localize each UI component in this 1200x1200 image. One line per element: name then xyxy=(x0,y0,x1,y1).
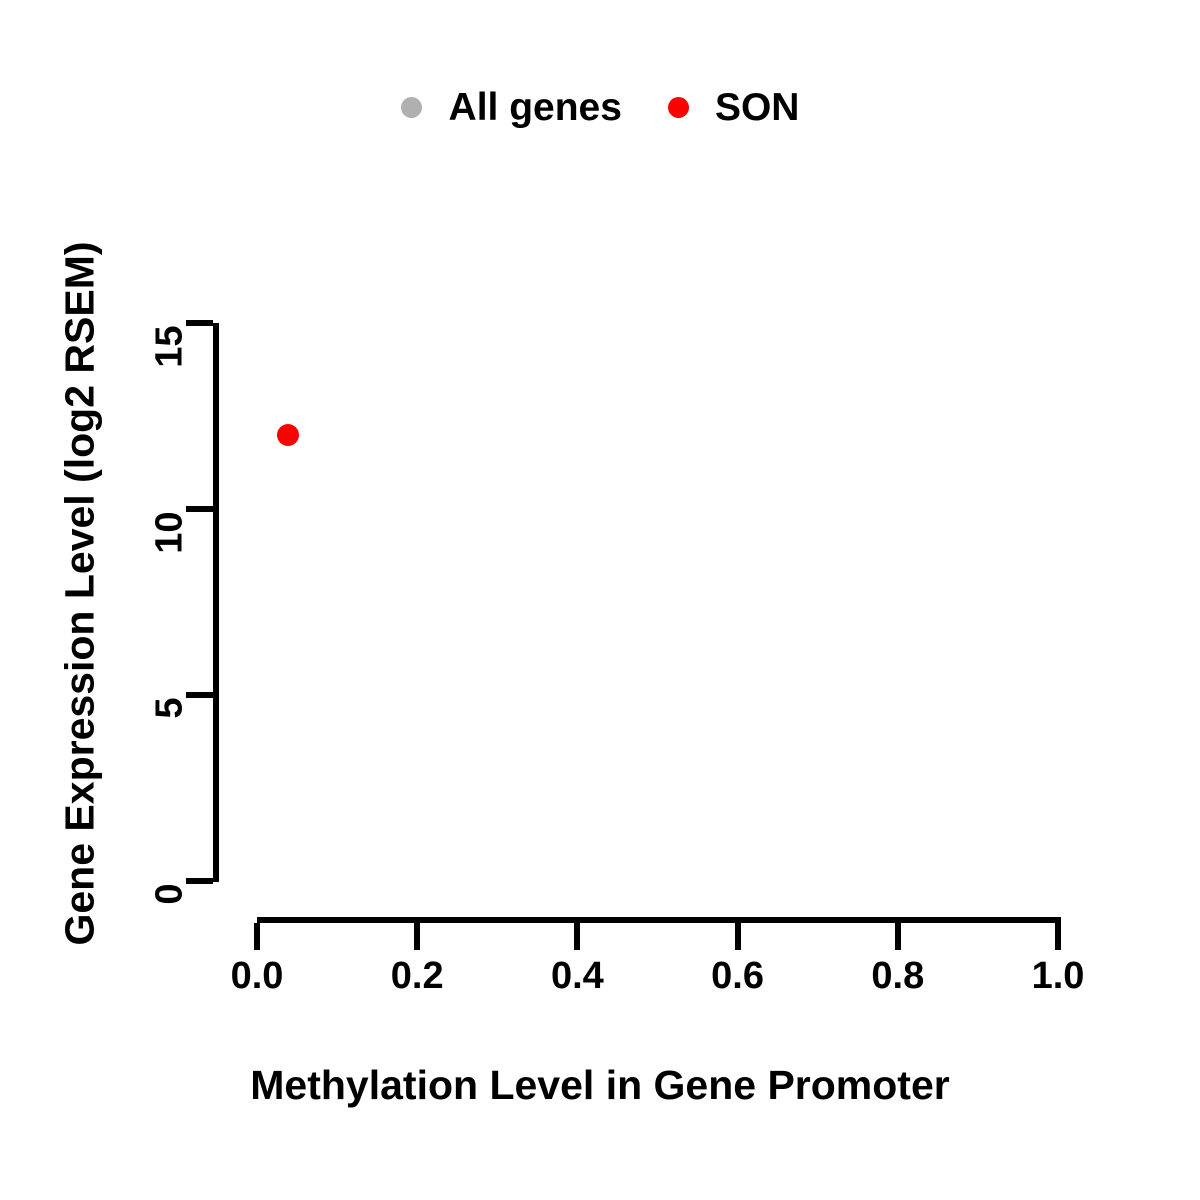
x-axis-tick-label: 0.4 xyxy=(550,955,604,997)
x-axis-tick-label: 0.8 xyxy=(871,955,925,997)
y-axis-title: Gene Expression Level (log2 RSEM) xyxy=(56,241,103,946)
x-axis-line xyxy=(257,917,1061,923)
y-axis-tick-label: 5 xyxy=(148,697,191,719)
x-axis-tick xyxy=(414,923,421,950)
x-axis-tick xyxy=(1055,923,1061,950)
x-axis-title: Methylation Level in Gene Promoter xyxy=(250,1062,950,1108)
x-axis-tick xyxy=(894,923,901,950)
x-axis-tick xyxy=(254,923,260,950)
y-axis-tick-label: 15 xyxy=(148,325,191,368)
y-axis-tick-label: 10 xyxy=(148,511,191,554)
x-axis-tick-label: 0.0 xyxy=(230,955,284,997)
x-axis-tick-label: 0.6 xyxy=(711,955,764,997)
y-axis-tick xyxy=(186,878,213,884)
x-axis-tick xyxy=(734,923,741,950)
y-axis-line xyxy=(213,323,219,882)
y-axis-tick xyxy=(186,506,213,512)
y-axis-tick xyxy=(186,692,213,698)
x-axis-tick xyxy=(574,923,581,950)
x-axis-tick-label: 1.0 xyxy=(1031,955,1085,997)
x-axis-tick-label: 0.2 xyxy=(390,955,444,997)
y-axis-tick xyxy=(186,320,213,326)
